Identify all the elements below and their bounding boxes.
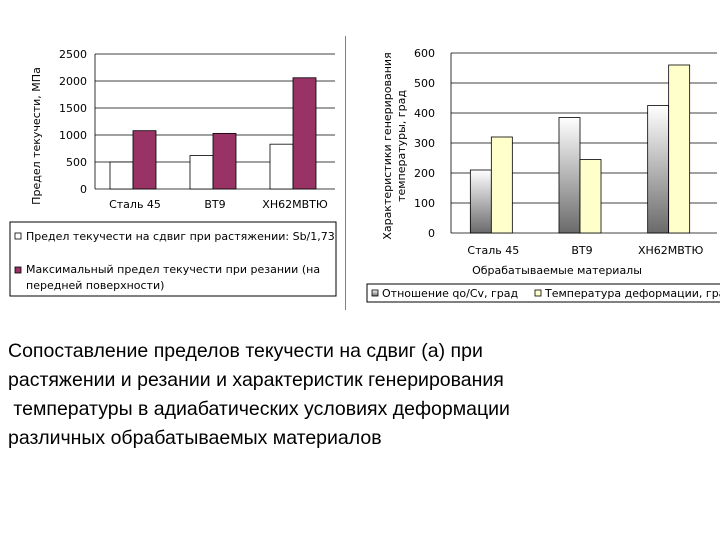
caption-line-3: температуры в адиабатических условиях де… (8, 398, 510, 420)
bar (292, 77, 317, 190)
bar (558, 117, 581, 234)
y-tick-label: 500 (66, 156, 87, 169)
y-axis-label-group: Характеристики генерирования температуры,… (381, 52, 408, 239)
legend-entry-2: Максимальный предел текучести при резани… (26, 263, 324, 292)
x-tick-label: ХН62МВТЮ (262, 198, 328, 211)
y-tick-label: 0 (80, 183, 87, 196)
y-tick-label: 500 (414, 77, 435, 90)
y-tick-label: 1000 (59, 129, 87, 142)
bar (212, 132, 237, 190)
bars (109, 77, 317, 190)
y-tick-labels: 0 500 1000 1500 2000 2500 (59, 48, 87, 196)
bar (469, 169, 492, 234)
chart-yield-strength: Предел текучести, МПа 0 500 1000 1500 2000 25… (9, 48, 337, 297)
y-tick-label: 400 (414, 107, 435, 120)
legend-swatch-2 (534, 289, 542, 297)
bar (109, 161, 134, 190)
legend-box (9, 221, 337, 297)
x-tick-labels: Сталь 45 ВТ9 ХН62МВТЮ (109, 198, 328, 211)
x-tick-label: Сталь 45 (109, 198, 161, 211)
bars (469, 64, 691, 234)
y-tick-label: 0 (428, 227, 435, 240)
y-tick-label: 1500 (59, 102, 87, 115)
x-axis-label: Обрабатываемые материалы (472, 264, 642, 277)
y-tick-label: 600 (414, 47, 435, 60)
bar (490, 136, 513, 234)
y-tick-label: 300 (414, 137, 435, 150)
legend-swatch-1 (371, 289, 379, 297)
legend-swatch-2 (14, 266, 22, 274)
legend-entry-1: Отношение qo/Cv, град (382, 287, 519, 300)
x-tick-label: ВТ9 (571, 244, 592, 257)
bar (269, 143, 294, 190)
x-tick-labels: Сталь 45 ВТ9 ХН62МВТЮ (467, 244, 703, 257)
bar (668, 64, 691, 234)
bar (579, 159, 602, 234)
bar (132, 130, 157, 190)
y-tick-label: 2500 (59, 48, 87, 61)
legend-box (366, 283, 720, 303)
legend-entry-1: Предел текучести на сдвиг при растяжении… (26, 230, 335, 243)
y-tick-label: 2000 (59, 75, 87, 88)
y-tick-label: 200 (414, 167, 435, 180)
legend-entry-2: Температура деформации, град (544, 287, 720, 300)
y-axis-label-line: Характеристики генерирования (381, 52, 394, 239)
bar (189, 155, 214, 190)
y-axis-label: Предел текучести, МПа (30, 67, 43, 205)
y-tick-label: 100 (414, 197, 435, 210)
figure-caption: Сопоставление пределов текучести на сдви… (8, 337, 708, 453)
y-axis-label-line: температуры, град (395, 90, 408, 202)
caption-line-1: Сопоставление пределов текучести на сдви… (8, 340, 483, 362)
bar (647, 105, 670, 234)
x-tick-label: ВТ9 (204, 198, 225, 211)
caption-line-2: растяжении и резании и характеристик ген… (8, 369, 504, 391)
x-tick-label: Сталь 45 (467, 244, 519, 257)
caption-line-4: различных обрабатываемых материалов (8, 427, 382, 449)
chart-temperature: Характеристики генерирования температуры,… (345, 36, 720, 310)
y-tick-labels: 0 100 200 300 400 500 600 (414, 47, 435, 240)
x-tick-label: ХН62МВТЮ (638, 244, 704, 257)
legend-swatch-1 (14, 232, 22, 240)
